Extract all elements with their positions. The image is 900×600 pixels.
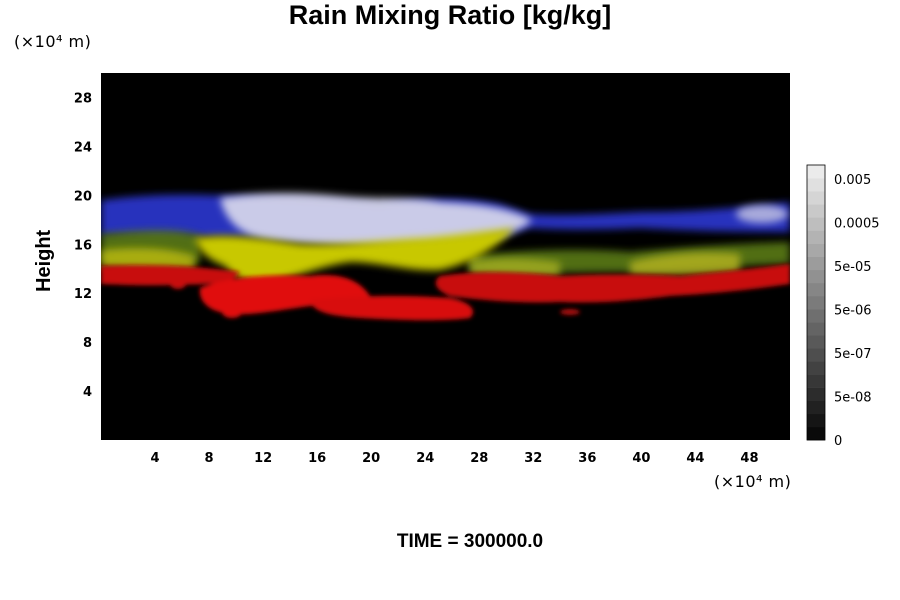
rain-field <box>101 193 790 321</box>
colorbar-cell <box>807 413 825 428</box>
colorbar-cell <box>807 309 825 323</box>
colorbar-tick-label: 0.0005 <box>834 217 880 232</box>
x-tick-label: 40 <box>632 451 650 466</box>
x-tick-label: 28 <box>470 451 488 466</box>
colorbar-cell <box>807 387 825 402</box>
colorbar-cell <box>807 191 825 205</box>
y-tick-label: 20 <box>74 189 92 204</box>
x-tick-label: 32 <box>524 451 542 466</box>
colorbar-cell <box>807 322 825 336</box>
colorbar-cell <box>807 165 825 179</box>
y-tick-label: 24 <box>74 140 92 155</box>
colorbar-tick-label: 0 <box>834 434 842 449</box>
colorbar-cell <box>807 178 825 192</box>
colorbar-cell <box>807 230 825 244</box>
colorbar-cell <box>807 361 825 375</box>
colorbar-frame <box>806 164 826 441</box>
chart-title: Rain Mixing Ratio [kg/kg] <box>288 0 612 30</box>
x-tick-label: 36 <box>578 451 596 466</box>
y-tick-label: 8 <box>83 336 92 351</box>
colorbar-cell <box>807 426 825 441</box>
x-axis-ticks: 4 8 12 16 20 24 28 32 36 40 44 48 <box>151 451 759 466</box>
colorbar-cell <box>807 400 825 415</box>
x-tick-label: 4 <box>151 451 160 466</box>
colorbar-cell <box>807 295 825 310</box>
yellow-layer <box>101 228 740 284</box>
colorbar-cell <box>807 256 825 271</box>
time-label: TIME = 300000.0 <box>396 531 544 552</box>
y-axis-unit: (×10⁴ m) <box>14 32 92 51</box>
colorbar-tick-label: 5e-06 <box>834 304 872 319</box>
x-axis-unit: (×10⁴ m) <box>714 472 792 491</box>
colorbar-cell <box>807 282 825 297</box>
y-tick-label: 16 <box>74 238 92 253</box>
colorbar-tick-label: 5e-05 <box>834 260 872 275</box>
y-tick-label: 12 <box>74 287 92 302</box>
colorbar-ticks: 0.005 0.0005 5e-05 5e-06 5e-07 5e-08 0 <box>834 173 880 449</box>
colorbar <box>806 164 826 441</box>
x-tick-label: 16 <box>308 451 326 466</box>
x-tick-label: 48 <box>740 451 758 466</box>
colorbar-cell <box>807 217 825 231</box>
colorbar-tick-label: 0.005 <box>834 173 871 188</box>
x-tick-label: 20 <box>362 451 380 466</box>
colorbar-tick-label: 5e-08 <box>834 391 872 406</box>
colorbar-cell <box>807 204 825 218</box>
colorbar-cell <box>807 348 825 362</box>
colorbar-cell <box>807 335 825 349</box>
white-layer <box>220 193 788 247</box>
colorbar-cell <box>807 269 825 284</box>
x-tick-label: 12 <box>254 451 272 466</box>
x-tick-label: 24 <box>416 451 434 466</box>
red-layer <box>101 264 790 321</box>
colorbar-cell <box>807 374 825 388</box>
colorbar-tick-label: 5e-07 <box>834 347 872 362</box>
y-tick-label: 28 <box>74 91 92 106</box>
x-tick-label: 44 <box>686 451 704 466</box>
y-axis-ticks: 4 8 12 16 20 24 28 <box>74 91 92 400</box>
y-tick-label: 4 <box>83 385 92 400</box>
colorbar-cell <box>807 243 825 257</box>
x-tick-label: 8 <box>205 451 214 466</box>
